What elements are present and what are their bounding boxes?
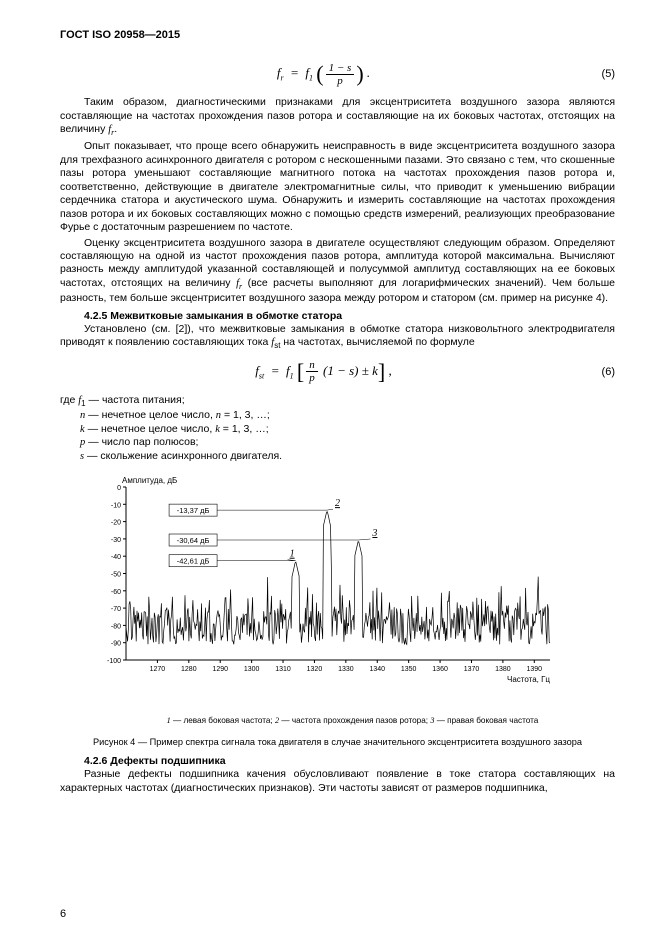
svg-text:Амплитуда, дБ: Амплитуда, дБ [122,476,177,485]
where-line-4: p — число пар полюсов; [92,436,615,449]
equation-5: fr = f1 (1 − sp) . (5) [60,60,615,88]
paragraph-5: Разные дефекты подшипника качения обусло… [60,768,615,795]
svg-text:-90: -90 [111,641,121,648]
svg-text:1360: 1360 [432,666,448,673]
doc-header: ГОСТ ISO 20958—2015 [60,28,615,42]
svg-text:-40: -40 [111,554,121,561]
where-line-2: n — нечетное целое число, n = 1, 3, …; [92,409,615,422]
paragraph-3: Оценку эксцентриситета воздушного зазора… [60,237,615,306]
where-line-1: где f1 — частота питания; [60,394,615,409]
svg-text:1270: 1270 [150,666,166,673]
svg-text:-20: -20 [111,520,121,527]
svg-text:2: 2 [335,498,340,509]
svg-text:-100: -100 [107,658,121,665]
svg-text:3: 3 [371,528,377,539]
equation-5-body: fr = f1 (1 − sp) . [60,60,587,88]
svg-text:1330: 1330 [338,666,354,673]
svg-text:-30: -30 [111,537,121,544]
equation-6-number: (6) [587,365,615,379]
svg-text:1: 1 [290,549,295,560]
paragraph-2: Опыт показывает, что проще всего обнаруж… [60,140,615,234]
svg-text:-30,64 дБ: -30,64 дБ [177,536,210,545]
svg-text:1340: 1340 [369,666,385,673]
paragraph-4: Установлено (см. [2]), что межвитковые з… [60,323,615,352]
svg-text:1290: 1290 [212,666,228,673]
svg-text:1310: 1310 [275,666,291,673]
svg-text:1380: 1380 [495,666,511,673]
spectrum-chart: -100-90-80-70-60-50-40-30-20-10012701280… [90,473,615,727]
paragraph-1: Таким образом, диагностическими признака… [60,96,615,138]
svg-text:1350: 1350 [401,666,417,673]
svg-text:0: 0 [117,485,121,492]
equation-5-number: (5) [587,67,615,81]
svg-text:-50: -50 [111,572,121,579]
svg-text:-80: -80 [111,623,121,630]
svg-text:1300: 1300 [244,666,260,673]
where-line-3: k — нечетное целое число, k = 1, 3, …; [92,423,615,436]
equation-6-body: fst = f1 [np (1 − s) ± k] , [60,358,587,386]
section-4-2-6: 4.2.6 Дефекты подшипника [60,755,615,768]
svg-text:-10: -10 [111,502,121,509]
svg-text:1320: 1320 [307,666,323,673]
section-4-2-5: 4.2.5 Межвитковые замыкания в обмотке ст… [60,310,615,323]
svg-text:Частота, Гц: Частота, Гц [507,675,550,684]
where-block: где f1 — частота питания; n — нечетное ц… [60,394,615,463]
svg-text:1390: 1390 [527,666,543,673]
page-number: 6 [60,907,66,921]
page: ГОСТ ISO 20958—2015 fr = f1 (1 − sp) . (… [0,0,661,935]
svg-text:1370: 1370 [464,666,480,673]
equation-6: fst = f1 [np (1 − s) ± k] , (6) [60,358,615,386]
svg-text:1280: 1280 [181,666,197,673]
svg-text:-13,37 дБ: -13,37 дБ [177,506,210,515]
svg-text:-60: -60 [111,589,121,596]
where-line-5: s — скольжение асинхронного двигателя. [92,450,615,463]
svg-text:-42,61 дБ: -42,61 дБ [177,557,210,566]
chart-legend-caption: 1 — левая боковая частота; 2 — частота п… [90,716,615,727]
figure-4-caption: Рисунок 4 — Пример спектра сигнала тока … [60,737,615,749]
svg-text:-70: -70 [111,606,121,613]
